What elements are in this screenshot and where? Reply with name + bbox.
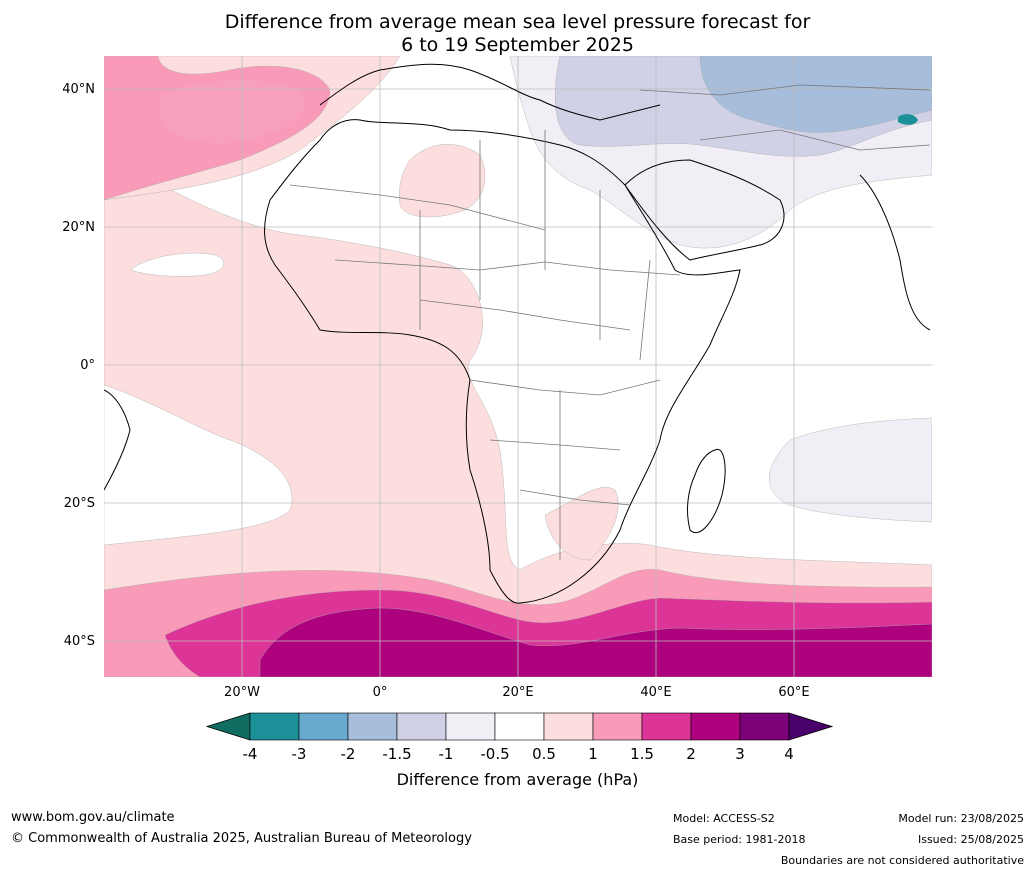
lon-label-60e: 60°E — [778, 685, 810, 700]
colorbar-tick-label: -4 — [242, 745, 258, 763]
colorbar-tick-label: 3 — [735, 745, 745, 763]
colorbar-box — [690, 712, 741, 741]
footer-website: www.bom.gov.au/climate — [11, 810, 175, 825]
map-title-line2: 6 to 19 September 2025 — [401, 34, 634, 56]
footer-copyright: © Commonwealth of Australia 2025, Austra… — [11, 831, 472, 846]
anomaly-white-gap-atlantic — [104, 384, 292, 546]
africa-coastline — [264, 119, 741, 604]
colorbar-box — [249, 712, 300, 741]
colorbar — [205, 712, 834, 741]
colorbar-tick-label: -3 — [291, 745, 307, 763]
colorbar-box — [445, 712, 496, 741]
colorbar-tick-label: 1.5 — [630, 745, 654, 763]
footer-disclaimer: Boundaries are not considered authoritat… — [780, 854, 1024, 867]
colorbar-box — [494, 712, 545, 741]
colorbar-box — [641, 712, 692, 741]
lon-label-20e: 20°E — [502, 685, 534, 700]
colorbar-box — [298, 712, 349, 741]
colorbar-tick-label: -1 — [438, 745, 454, 763]
colorbar-box — [543, 712, 594, 741]
map-title-line1: Difference from average mean sea level p… — [224, 11, 811, 33]
anomaly-white-gap-west — [129, 253, 224, 277]
footer-base-period: Base period: 1981-2018 — [673, 833, 806, 846]
anomaly-himalaya-core — [898, 114, 918, 125]
colorbar-extend-low — [205, 712, 251, 741]
footer-model: Model: ACCESS-S2 — [673, 812, 775, 825]
anomaly-sahara-patch — [399, 144, 486, 218]
colorbar-extend-high — [788, 712, 834, 741]
colorbar-tick-label: -2 — [340, 745, 356, 763]
anomaly-indian-ocean — [769, 417, 932, 523]
colorbar-box — [396, 712, 447, 741]
coastlines — [104, 63, 931, 604]
lat-label-40s: 40°S — [63, 634, 95, 649]
lat-label-20s: 20°S — [63, 496, 95, 511]
colorbar-box — [347, 712, 398, 741]
lon-label-20w: 20°W — [224, 685, 260, 700]
colorbar-tick-label: 2 — [686, 745, 696, 763]
colorbar-tick-label: 0.5 — [532, 745, 556, 763]
colorbar-tick-label: -1.5 — [382, 745, 412, 763]
graticule — [104, 56, 932, 677]
footer-issued: Issued: 25/08/2025 — [917, 833, 1024, 846]
anomaly-north-atlantic-core — [160, 80, 305, 144]
europe-coastline — [319, 63, 661, 121]
anomaly-2-3-south — [259, 607, 932, 677]
footer-model-run: Model run: 23/08/2025 — [898, 812, 1024, 825]
colorbar-tick-label: 4 — [784, 745, 794, 763]
lat-label-20n: 20°N — [62, 220, 95, 235]
colorbar-box — [739, 712, 790, 741]
lon-label-0: 0° — [372, 685, 388, 700]
colorbar-label: Difference from average (hPa) — [396, 770, 639, 789]
madagascar-coastline — [687, 448, 726, 533]
country-borders — [289, 84, 931, 560]
colorbar-box — [592, 712, 643, 741]
south-america-coastline — [104, 389, 131, 491]
lon-label-40e: 40°E — [640, 685, 672, 700]
arabia-coastline — [624, 159, 785, 261]
lat-label-40n: 40°N — [62, 82, 95, 97]
india-coastline — [859, 174, 931, 331]
anomaly-0.5-1-south — [104, 149, 932, 677]
map-plot-area — [104, 56, 932, 677]
anomaly-southern-africa-patch — [544, 487, 619, 561]
colorbar-tick-label: 1 — [588, 745, 598, 763]
colorbar-tick-label: -0.5 — [480, 745, 510, 763]
lat-label-0: 0° — [80, 358, 95, 373]
